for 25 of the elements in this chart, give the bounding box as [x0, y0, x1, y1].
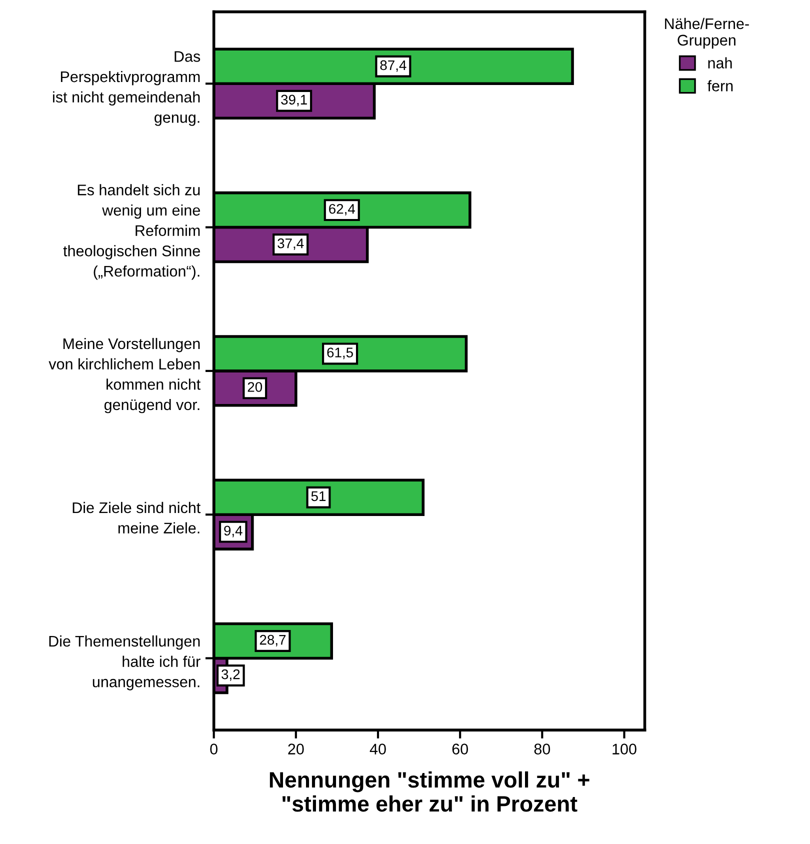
data-label: 61,5: [327, 348, 353, 360]
x-tick-label: 40: [370, 744, 386, 754]
y-tick-label: Meine Vorstellungen von kirchlichem Leben kommen nicht genügend vor.: [48, 338, 201, 414]
y-tick-label: Es handelt sich zu wenig um eine Reformim theologischen Sinne („Reformation“).: [63, 184, 200, 280]
x-tick-label: 80: [534, 744, 550, 754]
x-tick-label: 100: [612, 744, 636, 754]
x-axis-title: Nennungen "stimme voll zu" + "stimme eher zu" in Prozent: [270, 771, 590, 812]
data-label: 37,4: [278, 238, 304, 250]
data-label: 62,4: [329, 204, 355, 216]
legend-title: Nähe/Ferne- Gruppen: [665, 18, 749, 49]
data-label: 28,7: [260, 634, 286, 646]
y-tick-label: Das Perspektivprogramm ist nicht gemeindenah genug.: [53, 51, 200, 126]
x-tick-label: 20: [288, 744, 304, 754]
data-label: 39,1: [281, 94, 307, 106]
data-label: 9,4: [224, 526, 242, 538]
legend-label: fern: [707, 80, 733, 92]
data-label: 3,2: [222, 669, 240, 681]
x-tick-label: 60: [452, 744, 468, 754]
legend-label: nah: [708, 57, 732, 68]
y-tick-label: Die Themenstellungen halte ich für unangemessen.: [49, 635, 200, 690]
y-tick-label: Die Ziele sind nicht meine Ziele.: [72, 502, 201, 534]
data-label: 87,4: [380, 60, 406, 72]
x-tick-label: 0: [210, 744, 218, 754]
data-label: 20: [248, 382, 262, 392]
data-label: 51: [311, 491, 326, 502]
